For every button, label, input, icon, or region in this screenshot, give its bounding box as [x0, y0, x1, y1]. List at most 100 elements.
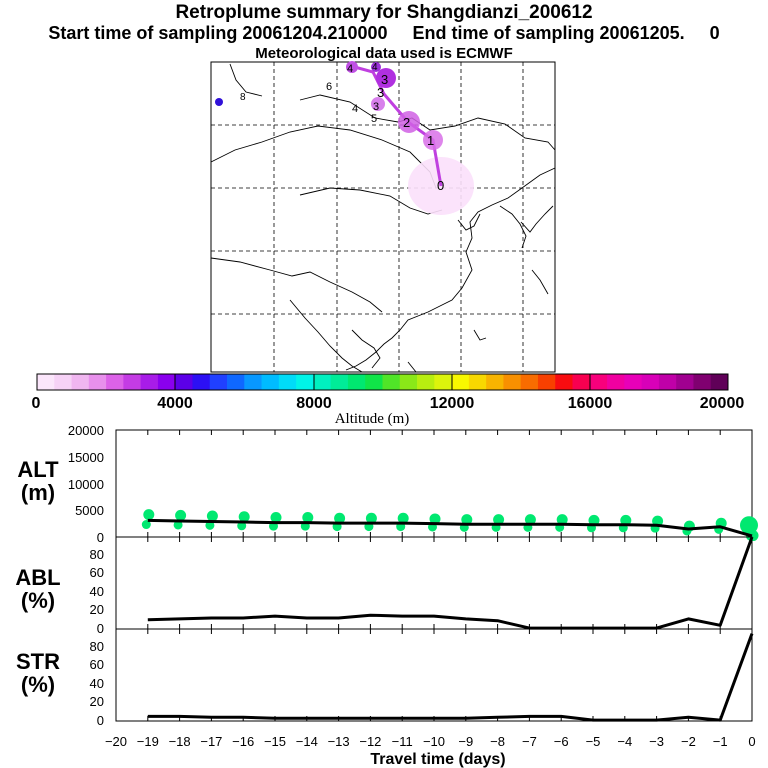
x-tick-label: −16 — [232, 734, 254, 749]
colorbar-cell — [382, 374, 401, 390]
trajectory-label: 0 — [437, 178, 444, 193]
trajectory-marker — [371, 97, 385, 111]
alt-marker — [524, 514, 536, 526]
alt-marker — [302, 511, 314, 523]
colorbar-cell — [175, 374, 193, 390]
colorbar-cell — [106, 374, 124, 390]
alt-plot-area — [141, 509, 759, 542]
x-tick-label: −7 — [522, 734, 537, 749]
x-tick-label: −19 — [137, 734, 159, 749]
x-tick-label: −1 — [713, 734, 728, 749]
alt-y-tick: 5000 — [75, 503, 104, 518]
alt-marker — [397, 512, 409, 524]
map-coastlines — [210, 63, 556, 373]
colorbar-cell — [296, 374, 314, 390]
colorbar-cell — [347, 374, 366, 390]
colorbar-cell — [123, 374, 142, 390]
x-tick-label: −18 — [169, 734, 191, 749]
x-tick-label: −8 — [490, 734, 505, 749]
alt-y-unit: (m) — [21, 480, 55, 505]
trajectory-label: 8 — [240, 92, 246, 103]
alt-marker — [365, 512, 377, 524]
colorbar: 0 4000 8000 12000 16000 20000 Altitude (… — [32, 373, 745, 427]
alt-marker — [740, 516, 758, 535]
colorbar-cell — [451, 374, 470, 390]
colorbar-tick-label: 16000 — [568, 395, 613, 412]
x-tick-label: −12 — [359, 734, 381, 749]
str-y-tick: 60 — [90, 657, 104, 672]
colorbar-cell — [537, 374, 556, 390]
colorbar-cell — [37, 374, 55, 390]
x-tick-label: −6 — [554, 734, 569, 749]
trajectory-label: 5 — [371, 113, 377, 125]
colorbar-tick-label: 0 — [32, 395, 41, 412]
trajectory-label: 4 — [347, 63, 353, 75]
colorbar-tick-label: 20000 — [700, 395, 745, 412]
colorbar-cell — [192, 374, 211, 390]
str-y-tick: 80 — [90, 639, 104, 654]
x-tick-label: −11 — [392, 734, 413, 749]
alt-marker — [175, 509, 187, 521]
x-tick-label: −10 — [423, 734, 445, 749]
trajectory-markers — [215, 61, 443, 150]
trajectory-label: 3 — [373, 101, 379, 113]
abl-y-unit: (%) — [21, 588, 55, 613]
colorbar-cell — [157, 374, 176, 390]
colorbar-cell — [710, 374, 729, 390]
colorbar-cell — [399, 374, 418, 390]
colorbar-cell — [417, 374, 435, 390]
colorbar-cell — [468, 374, 487, 390]
abl-y-tick: 60 — [90, 565, 104, 580]
colorbar-tick-label: 8000 — [296, 395, 332, 412]
alt-marker — [429, 513, 441, 525]
alt-panel: ALT (m) 20000 15000 10000 5000 0 — [17, 423, 759, 545]
alt-marker — [493, 514, 505, 526]
x-tick-label: −3 — [649, 734, 664, 749]
x-tick-label: −13 — [328, 734, 350, 749]
colorbar-cell — [676, 374, 694, 390]
colorbar-cell — [693, 374, 712, 390]
x-tick-label: −17 — [200, 734, 222, 749]
alt-marker — [206, 510, 218, 522]
alt-marker — [141, 520, 151, 530]
str-panel-frame — [115, 628, 753, 722]
alt-y-tick: 0 — [97, 530, 104, 545]
colorbar-cell — [261, 374, 280, 390]
alt-marker — [334, 512, 346, 524]
trajectory-label: 6 — [326, 81, 332, 93]
alt-marker — [270, 511, 282, 523]
trajectory-label: 3 — [381, 72, 388, 87]
colorbar-cell — [503, 374, 522, 390]
x-axis-tick-labels: −20 −19 −18 −17 −16 −15 −14 −13 −12 −11 −10 −9 −8 −7−… — [105, 734, 756, 749]
colorbar-frame — [36, 373, 729, 391]
x-tick-label: −15 — [264, 734, 286, 749]
alt-marker — [143, 509, 155, 521]
alt-marker — [588, 514, 600, 526]
trajectory-label: 3 — [377, 85, 384, 100]
trajectory-marker — [398, 111, 420, 133]
colorbar-cell — [624, 374, 643, 390]
alt-y-tick: 10000 — [68, 477, 104, 492]
str-series-line — [147, 633, 754, 722]
colorbar-cell — [88, 374, 107, 390]
colorbar-cell — [572, 374, 591, 390]
colorbar-cell — [313, 374, 332, 390]
trajectory-marker — [376, 68, 396, 88]
sampling-time-subtitle: Start time of sampling 20061204.210000 E… — [48, 23, 720, 43]
abl-y-tick: 0 — [97, 621, 104, 636]
abl-y-tick: 40 — [90, 584, 104, 599]
trajectory-marker — [346, 61, 358, 73]
colorbar-cell — [486, 374, 504, 390]
colorbar-cell — [641, 374, 660, 390]
alt-marker — [173, 520, 183, 530]
x-tick-label: 0 — [748, 734, 755, 749]
map-frame — [210, 61, 556, 373]
alt-marker — [620, 514, 632, 526]
alt-marker — [556, 514, 568, 526]
trajectory-label: 4 — [372, 62, 378, 73]
x-axis-label: Travel time (days) — [370, 751, 505, 768]
trajectory-label: 4 — [352, 103, 358, 115]
abl-y-tick: 20 — [90, 602, 104, 617]
colorbar-cell — [607, 374, 625, 390]
colorbar-cell — [71, 374, 90, 390]
